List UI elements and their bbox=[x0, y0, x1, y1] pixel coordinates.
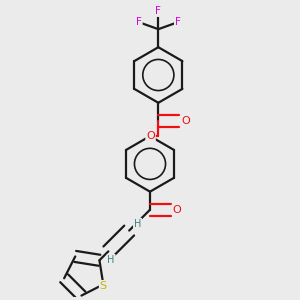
Text: S: S bbox=[100, 281, 107, 291]
Text: H: H bbox=[134, 219, 141, 229]
Text: F: F bbox=[175, 17, 181, 27]
Text: O: O bbox=[181, 116, 190, 126]
Text: F: F bbox=[155, 6, 161, 16]
Text: H: H bbox=[107, 255, 115, 265]
Text: F: F bbox=[136, 17, 142, 27]
Text: O: O bbox=[146, 131, 155, 141]
Text: O: O bbox=[172, 205, 181, 215]
